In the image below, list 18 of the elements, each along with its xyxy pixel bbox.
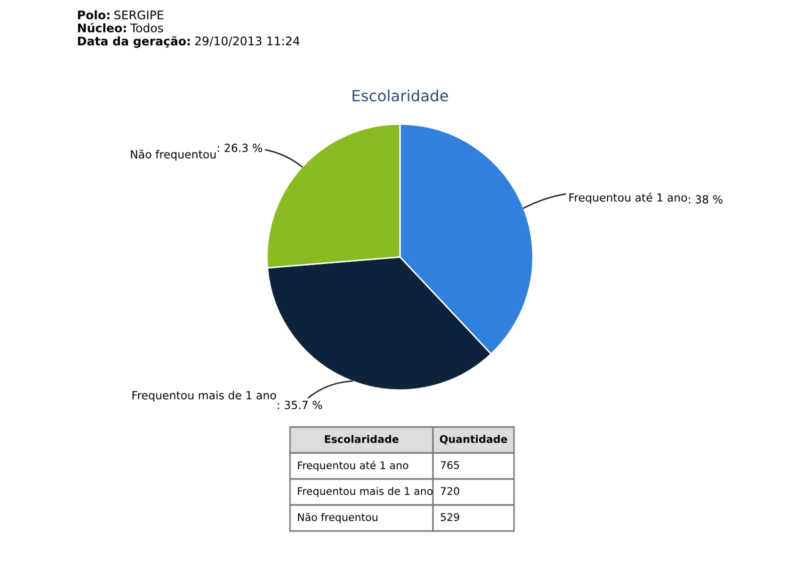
text: 765 xyxy=(440,461,459,470)
text: Núcleo: Todos xyxy=(78,22,164,32)
data-label: : 35.7 % xyxy=(278,400,322,410)
text: Frequentou mais de 1 ano xyxy=(298,486,433,498)
text: Escolaridade xyxy=(324,434,398,444)
text: Quantidade xyxy=(440,434,508,444)
text: 529 xyxy=(440,513,460,522)
text: Polo: SERGIPE xyxy=(78,10,164,20)
slice-label: Não frequentou xyxy=(130,150,216,161)
slice-label: Frequentou mais de 1 ano xyxy=(132,390,276,402)
data-label: : 26.3 % xyxy=(218,144,262,152)
text: 720 xyxy=(440,487,460,496)
text: Frequentou até 1 ano xyxy=(298,460,408,472)
text: Não frequentou xyxy=(298,512,378,524)
text: Data da geração: 29/10/2013 11:24 xyxy=(78,36,300,48)
chart-title: Escolaridade xyxy=(352,90,448,102)
data-label: : 38 % xyxy=(688,195,722,204)
slice-label: Frequentou até 1 ano xyxy=(569,192,687,204)
